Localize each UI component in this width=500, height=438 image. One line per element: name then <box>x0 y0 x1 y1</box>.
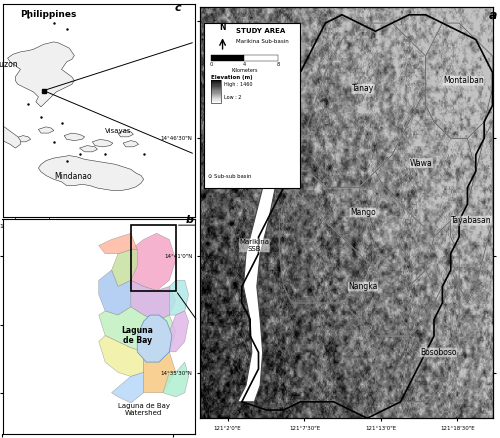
Bar <box>211 95 221 96</box>
Text: Nangka: Nangka <box>348 282 378 291</box>
Polygon shape <box>98 307 176 356</box>
Polygon shape <box>112 250 137 286</box>
Polygon shape <box>118 131 134 137</box>
Bar <box>211 87 221 88</box>
Text: Kilometers: Kilometers <box>231 68 258 74</box>
Polygon shape <box>163 362 188 397</box>
Bar <box>211 88 221 89</box>
Bar <box>211 85 221 87</box>
Text: Bosoboso: Bosoboso <box>420 348 457 357</box>
Text: High : 1460: High : 1460 <box>224 82 252 87</box>
Polygon shape <box>80 145 98 152</box>
Bar <box>211 96 221 97</box>
Polygon shape <box>8 42 74 107</box>
Text: Laguna de Bay
Watershed: Laguna de Bay Watershed <box>118 403 170 416</box>
Polygon shape <box>131 233 176 290</box>
Polygon shape <box>170 280 188 315</box>
Bar <box>211 83 221 85</box>
Text: Philippines: Philippines <box>20 10 77 19</box>
Text: STUDY AREA: STUDY AREA <box>236 28 285 34</box>
Polygon shape <box>98 233 137 254</box>
Polygon shape <box>98 270 131 315</box>
Bar <box>131 225 176 290</box>
Polygon shape <box>123 141 138 147</box>
Text: Elevation (m): Elevation (m) <box>211 75 252 80</box>
Text: N: N <box>220 23 226 32</box>
Bar <box>211 55 244 61</box>
Text: 8: 8 <box>276 62 280 67</box>
Bar <box>211 81 221 82</box>
Text: c: c <box>174 3 181 13</box>
Text: Marikina Sub-basin: Marikina Sub-basin <box>236 39 288 44</box>
Polygon shape <box>64 133 84 141</box>
Polygon shape <box>92 139 113 147</box>
Polygon shape <box>170 311 188 352</box>
Text: Montalban: Montalban <box>443 76 484 85</box>
Polygon shape <box>238 171 280 402</box>
Bar <box>211 80 221 81</box>
Polygon shape <box>38 155 144 191</box>
Bar <box>211 94 221 95</box>
Text: b: b <box>186 215 194 225</box>
Bar <box>211 92 221 94</box>
Text: 0: 0 <box>210 62 212 67</box>
Polygon shape <box>144 352 176 393</box>
Text: 4: 4 <box>242 62 246 67</box>
Polygon shape <box>16 136 30 142</box>
Polygon shape <box>0 123 20 148</box>
Bar <box>211 82 221 83</box>
Text: Low : 2: Low : 2 <box>224 95 242 100</box>
Bar <box>211 89 221 90</box>
Text: Visayas: Visayas <box>105 128 132 134</box>
Text: Tanay: Tanay <box>352 85 374 93</box>
Bar <box>211 102 221 103</box>
Text: ⊙ Sub-sub basin: ⊙ Sub-sub basin <box>208 174 252 179</box>
Text: Marikina
SSB: Marikina SSB <box>240 239 270 252</box>
Text: Mindanao: Mindanao <box>54 172 92 181</box>
Text: Laguna
de Bay: Laguna de Bay <box>122 326 153 345</box>
Bar <box>211 98 221 99</box>
Text: Wawa: Wawa <box>410 159 433 167</box>
Bar <box>204 23 300 188</box>
Polygon shape <box>137 315 172 362</box>
Text: Luzon: Luzon <box>0 60 18 69</box>
Text: a: a <box>488 9 496 22</box>
Bar <box>211 90 221 92</box>
Polygon shape <box>98 336 144 376</box>
Text: Tayabasan: Tayabasan <box>452 216 492 225</box>
Bar <box>211 97 221 98</box>
Bar <box>244 55 278 61</box>
Text: Mango: Mango <box>350 208 376 217</box>
Polygon shape <box>131 280 176 321</box>
Bar <box>211 101 221 102</box>
Bar <box>211 80 221 103</box>
Polygon shape <box>112 372 144 403</box>
Bar <box>211 99 221 101</box>
Polygon shape <box>38 127 54 133</box>
